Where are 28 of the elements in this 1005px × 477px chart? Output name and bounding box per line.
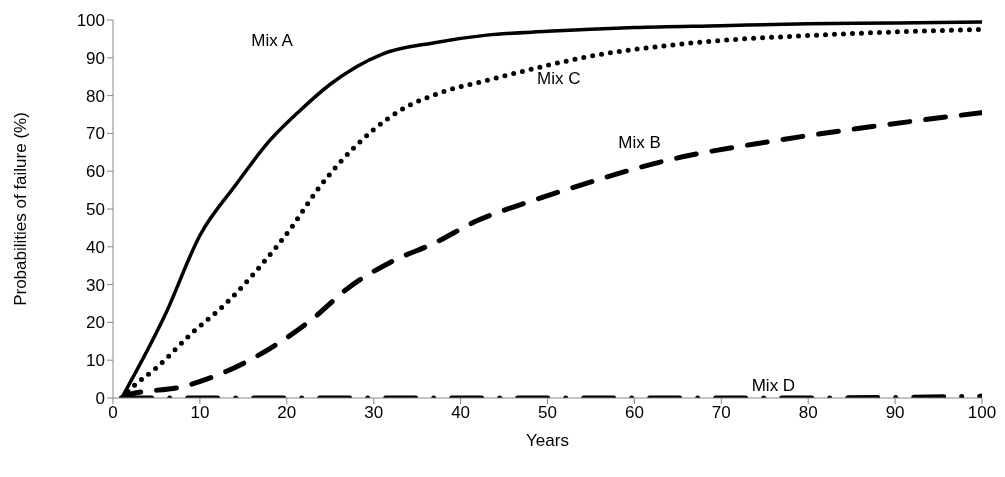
x-tick-label: 60	[624, 403, 644, 423]
series-label: Mix D	[751, 376, 796, 396]
x-tick-label: 20	[277, 403, 297, 423]
x-tick-label: 70	[711, 403, 731, 423]
y-tick-label: 100	[76, 11, 105, 31]
x-tick-label: 50	[538, 403, 557, 423]
y-tick-label: 30	[86, 275, 105, 295]
y-tick-label: 0	[95, 389, 105, 409]
y-tick-label: 10	[86, 351, 105, 371]
y-axis-title: Probabilities of failure (%)	[11, 112, 31, 306]
x-axis-title: Years	[526, 431, 569, 450]
series-label: Mix B	[618, 133, 661, 153]
x-tick-label: 80	[798, 403, 818, 423]
y-tick-label: 90	[86, 48, 105, 68]
text: Mix A	[251, 30, 294, 50]
y-tick-label: 40	[86, 237, 105, 257]
y-tick-label: 60	[86, 162, 105, 182]
y-tick-label: 70	[86, 124, 105, 144]
x-tick-label: 100	[967, 403, 997, 423]
x-tick-label: 30	[364, 403, 384, 423]
series-label: Mix C	[537, 69, 581, 89]
y-tick-label: 50	[86, 200, 105, 220]
x-tick-label: 10	[190, 403, 210, 423]
x-tick-label: 40	[451, 403, 471, 423]
x-tick-label: 90	[885, 403, 905, 423]
y-tick-label: 80	[86, 86, 105, 106]
y-tick-label: 20	[86, 313, 105, 333]
x-tick-label: 0	[108, 403, 118, 423]
